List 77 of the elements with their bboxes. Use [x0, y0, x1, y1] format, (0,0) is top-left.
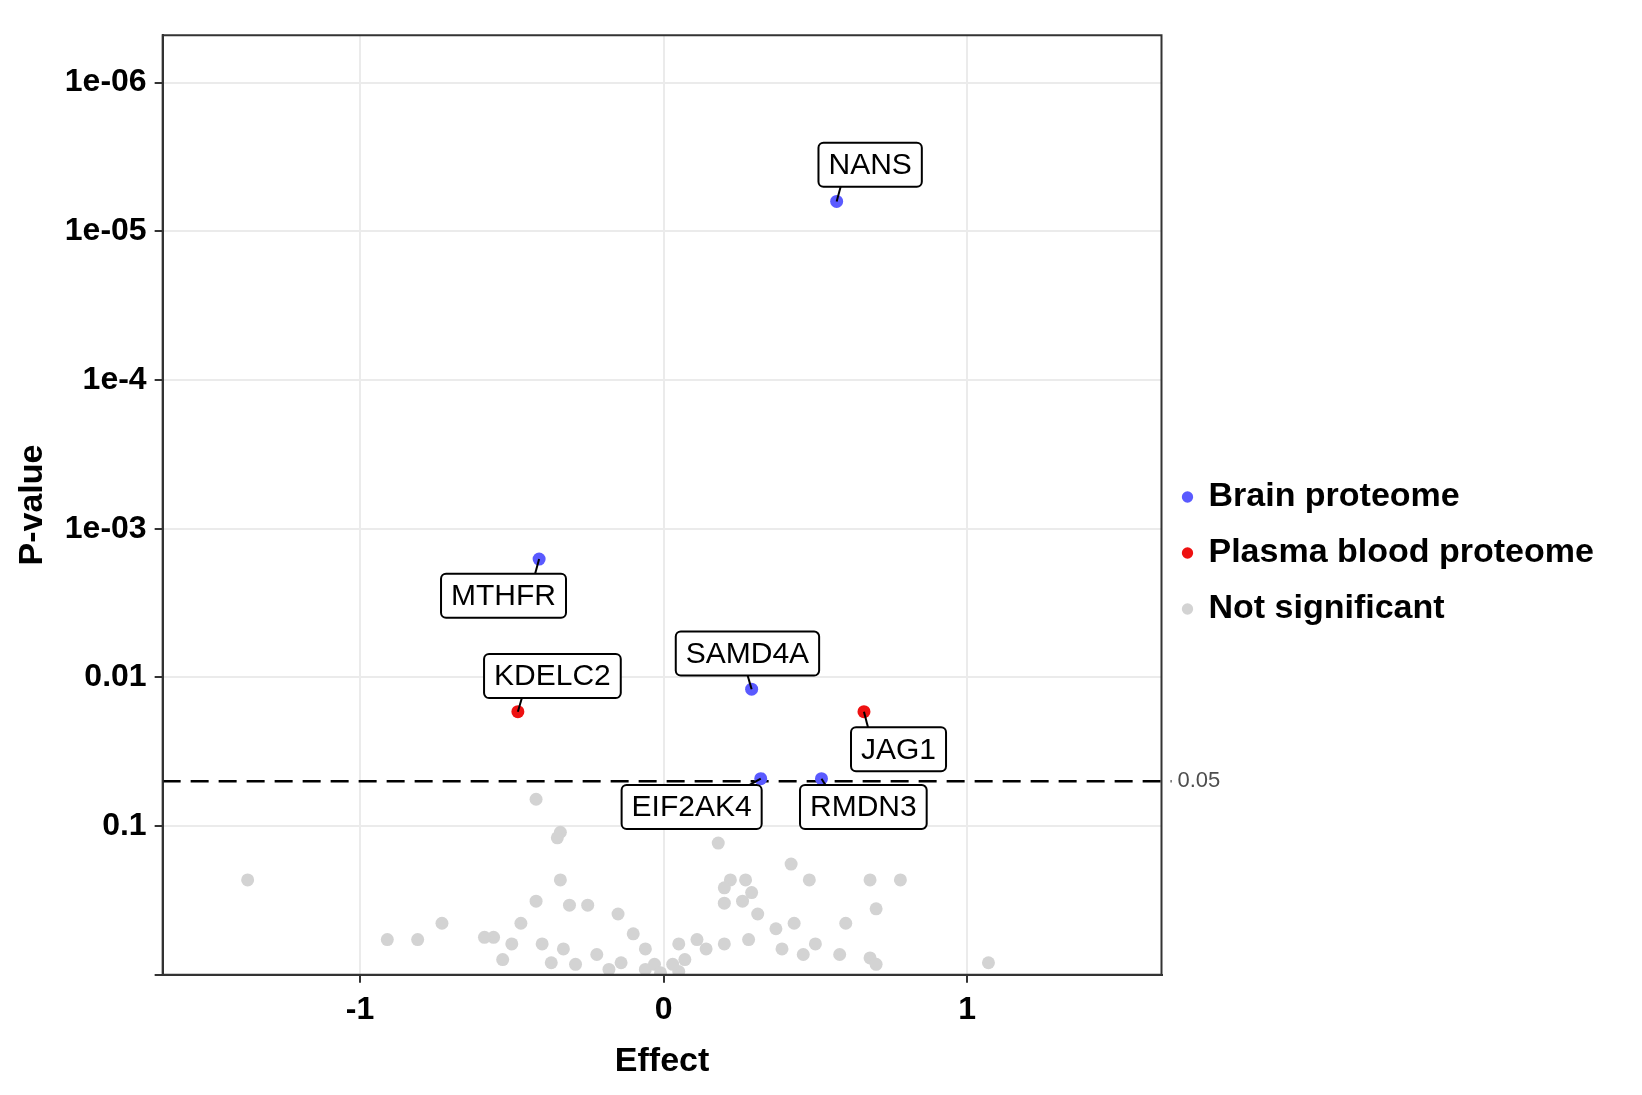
annotation: JAG1 [861, 731, 937, 765]
point [562, 898, 576, 912]
point [678, 953, 692, 967]
point [784, 857, 798, 871]
point [739, 873, 753, 887]
point [863, 873, 877, 887]
point [672, 937, 686, 951]
point [614, 956, 628, 970]
legend-label: Brain proteome [1208, 475, 1460, 514]
point [808, 937, 822, 951]
point [553, 873, 567, 887]
y-tick-label: 1e-05 [64, 211, 147, 248]
x-axis-title: Effect [614, 1039, 710, 1078]
point [736, 894, 750, 908]
annotation: RMDN3 [810, 789, 917, 823]
point [569, 957, 583, 971]
point [711, 836, 725, 850]
point [666, 957, 680, 971]
annotation: NANS [828, 147, 912, 181]
point [411, 933, 425, 947]
point [638, 942, 652, 956]
point [893, 873, 907, 887]
y-tick-label: 0.01 [84, 657, 147, 694]
point [602, 962, 616, 975]
legend-label: Plasma blood proteome [1208, 531, 1594, 570]
x-tick-label: 1 [958, 989, 977, 1026]
point [751, 907, 765, 921]
x-tick-label: 0 [654, 989, 673, 1026]
point [769, 922, 783, 936]
point [529, 894, 543, 908]
ref-line-label: 0.05 [1177, 767, 1221, 793]
point [505, 937, 519, 951]
point [745, 886, 759, 900]
annotation: MTHFR [451, 577, 557, 611]
point [529, 792, 543, 806]
y-tick-label: 1e-4 [82, 359, 147, 396]
annotation: KDELC2 [494, 658, 611, 692]
y-axis-title: P-value [10, 444, 49, 566]
point [839, 916, 853, 930]
point [477, 930, 491, 944]
y-tick-label: 1e-03 [64, 508, 147, 545]
point [241, 873, 255, 887]
annotation: SAMD4A [685, 635, 810, 669]
point [690, 933, 704, 947]
point [638, 962, 652, 975]
point [590, 947, 604, 961]
point [775, 942, 789, 956]
y-tick-label: 0.1 [102, 805, 147, 842]
annotation: EIF2AK4 [631, 789, 752, 823]
point [787, 916, 801, 930]
x-tick-label: -1 [345, 989, 375, 1026]
y-tick-label: 1e-06 [64, 62, 147, 99]
point [717, 881, 731, 895]
point [699, 942, 713, 956]
point [544, 956, 558, 970]
point [514, 916, 528, 930]
point [742, 933, 756, 947]
point [833, 947, 847, 961]
point [717, 937, 731, 951]
point [550, 831, 564, 845]
legend-label: Not significant [1208, 587, 1445, 626]
point [796, 947, 810, 961]
point [869, 957, 883, 971]
point [496, 953, 510, 967]
point [717, 896, 731, 910]
point [380, 933, 394, 947]
point [556, 942, 570, 956]
point [745, 682, 759, 696]
point [611, 907, 625, 921]
point [581, 898, 595, 912]
point [535, 937, 549, 951]
point [626, 927, 640, 941]
point [857, 705, 871, 719]
point [869, 902, 883, 916]
point [802, 873, 816, 887]
point [981, 956, 995, 970]
point [435, 916, 449, 930]
